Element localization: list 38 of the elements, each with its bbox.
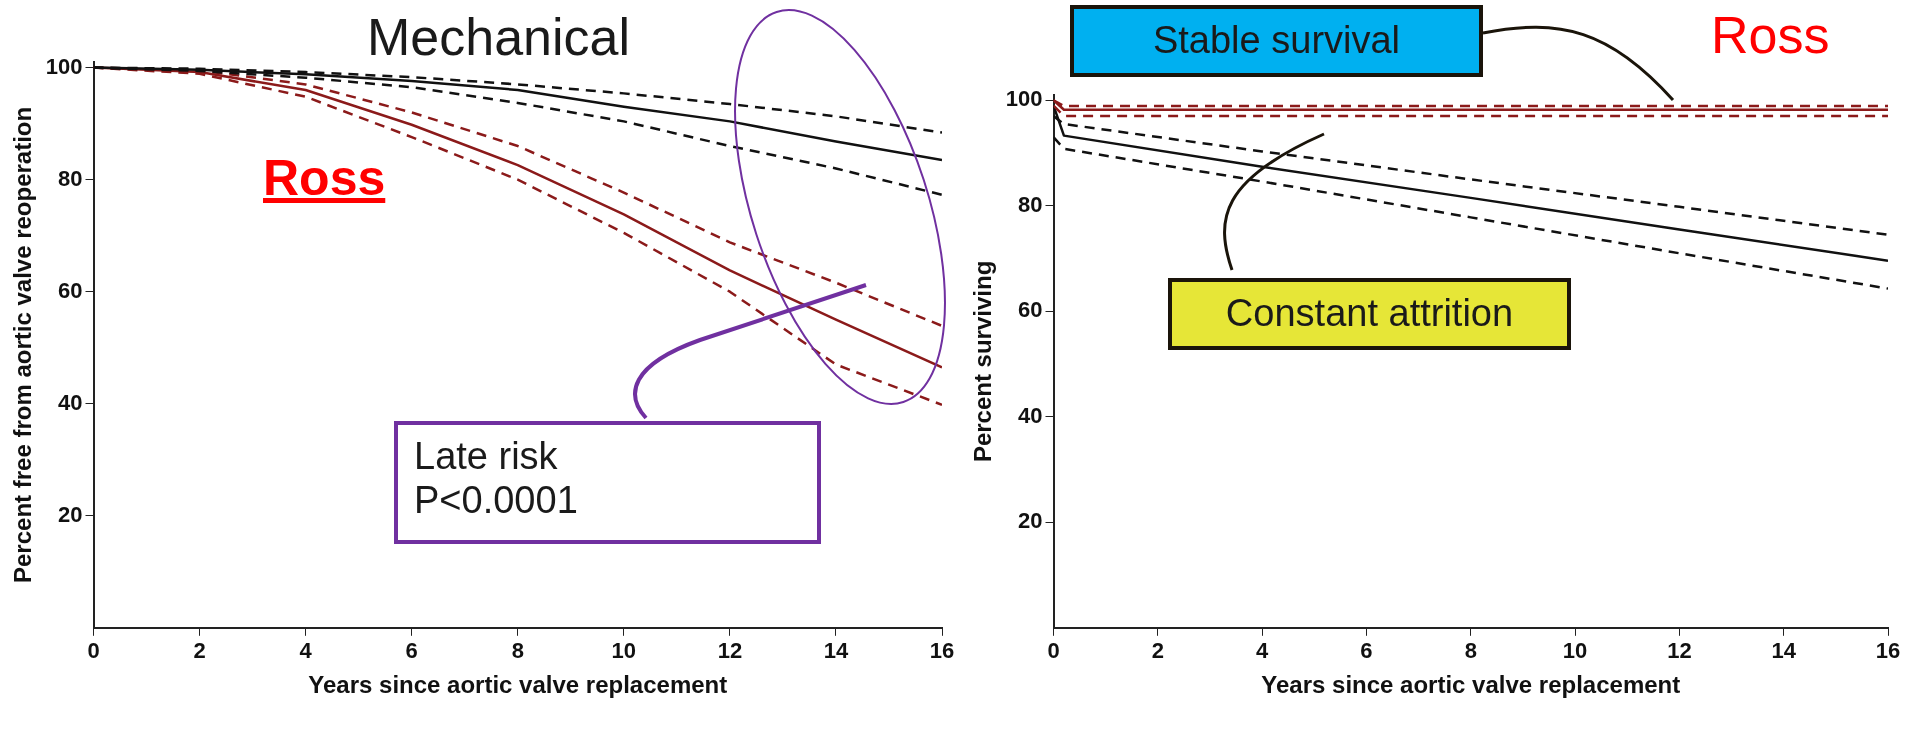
x-tick-label: 4 [1256,638,1269,664]
text: Stable survival [1070,5,1483,77]
y-tick-label: 100 [45,53,83,79]
x-tick-label: 4 [299,638,313,664]
text: Ross [1711,6,1830,66]
y-tick-label: 40 [1018,402,1043,428]
x-tick-label: 16 [929,638,955,664]
y-axis-title: Percent surviving [969,260,997,463]
x-tick-label: 10 [611,638,637,664]
x-tick-label: 14 [823,638,849,664]
annotation: Ross [263,150,386,208]
x-tick-label: 6 [1360,638,1373,664]
x-tick-label: 8 [511,638,524,664]
annotation: Mechanical [367,8,631,68]
x-tick-label: 8 [1464,638,1477,664]
y-tick-label: 20 [1018,508,1043,534]
x-axis-title: Years since aortic valve replacement [308,671,728,699]
y-tick-label: 20 [58,501,83,527]
y-tick-label: 40 [58,389,83,415]
x-tick-label: 12 [1667,638,1692,664]
x-tick-label: 2 [193,638,206,664]
y-tick-label: 100 [1005,86,1043,112]
x-tick-label: 16 [1875,638,1901,664]
x-tick-label: 12 [717,638,743,664]
x-axis-title: Years since aortic valve replacement [1261,671,1681,699]
x-tick-label: 6 [405,638,418,664]
x-tick-label: 10 [1562,638,1588,664]
annotation: Constant attrition [1168,278,1571,350]
y-tick-label: 80 [1018,191,1043,217]
y-tick-label: 60 [1018,297,1043,323]
x-tick-label: 14 [1771,638,1797,664]
x-tick-label: 2 [1151,638,1164,664]
x-tick-label: 0 [1047,638,1060,664]
y-tick-label: 80 [58,165,83,191]
y-tick-label: 60 [58,277,83,303]
y-axis-title: Percent free from aortic valve reoperation [9,106,37,583]
annotation: Late risk P<0.0001 [394,421,821,544]
x-tick-label: 0 [87,638,100,664]
